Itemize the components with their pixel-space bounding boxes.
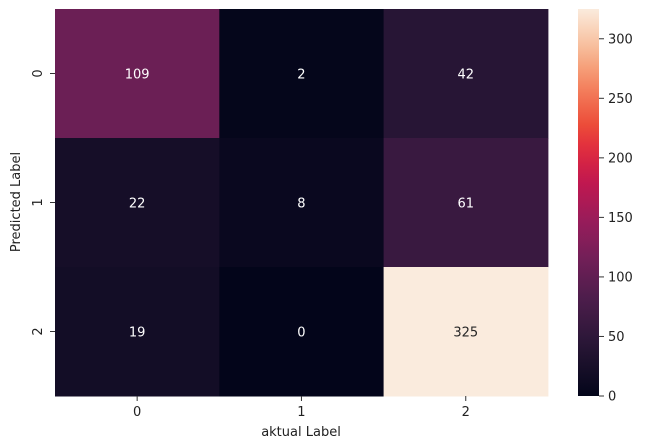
- cell-value-r0-c0: 109: [125, 68, 150, 83]
- heatmap-cell-r0-c0: [55, 9, 220, 139]
- cell-value-r0-c2: 42: [457, 68, 474, 83]
- cell-value-r2-c1: 0: [297, 326, 305, 341]
- cell-value-r1-c2: 61: [457, 197, 474, 212]
- x-tick-label: 2: [462, 405, 470, 420]
- colorbar-tick-label: 300: [608, 32, 633, 47]
- x-tick-label: 1: [297, 405, 305, 420]
- y-tick-label: 0: [31, 69, 46, 77]
- heatmap-cell-r0-c1: [219, 9, 385, 139]
- colorbar-tick-label: 50: [608, 330, 625, 345]
- heatmap-cell-r1-c0: [55, 138, 220, 268]
- cell-value-r1-c0: 22: [129, 197, 146, 212]
- heatmap-cells: [55, 9, 549, 397]
- colorbar-tick-label: 200: [608, 151, 633, 166]
- y-axis-label: Predicted Label: [9, 152, 24, 252]
- heatmap-cell-r0-c2: [383, 9, 549, 139]
- heatmap-cell-r1-c2: [383, 138, 549, 268]
- x-axis: 0 1 2: [133, 396, 470, 420]
- cell-value-r2-c0: 19: [129, 326, 146, 341]
- colorbar-tick-label: 250: [608, 92, 633, 107]
- heatmap-cell-r2-c0: [55, 267, 220, 397]
- cell-value-r2-c2: 325: [453, 326, 478, 341]
- colorbar-tick-label: 150: [608, 211, 633, 226]
- y-tick-label: 1: [31, 198, 46, 206]
- colorbar: [578, 9, 599, 396]
- cell-value-r1-c1: 8: [297, 197, 305, 212]
- colorbar-tick-label: 100: [608, 270, 633, 285]
- heatmap-cell-labels: 109 2 42 22 8 61 19 0 325: [125, 68, 478, 341]
- y-tick-label: 2: [31, 327, 46, 335]
- heatmap-cell-r2-c1: [219, 267, 385, 397]
- cell-value-r0-c1: 2: [297, 68, 305, 83]
- x-axis-label: aktual Label: [261, 425, 341, 440]
- y-axis: 0 1 2: [31, 69, 55, 336]
- colorbar-tick-label: 0: [608, 390, 616, 405]
- heatmap-cell-r2-c2: [383, 267, 549, 397]
- x-tick-label: 0: [133, 405, 141, 420]
- heatmap-cell-r1-c1: [219, 138, 385, 268]
- colorbar-ticks: 0 50 100 150 200 250 300: [599, 32, 633, 405]
